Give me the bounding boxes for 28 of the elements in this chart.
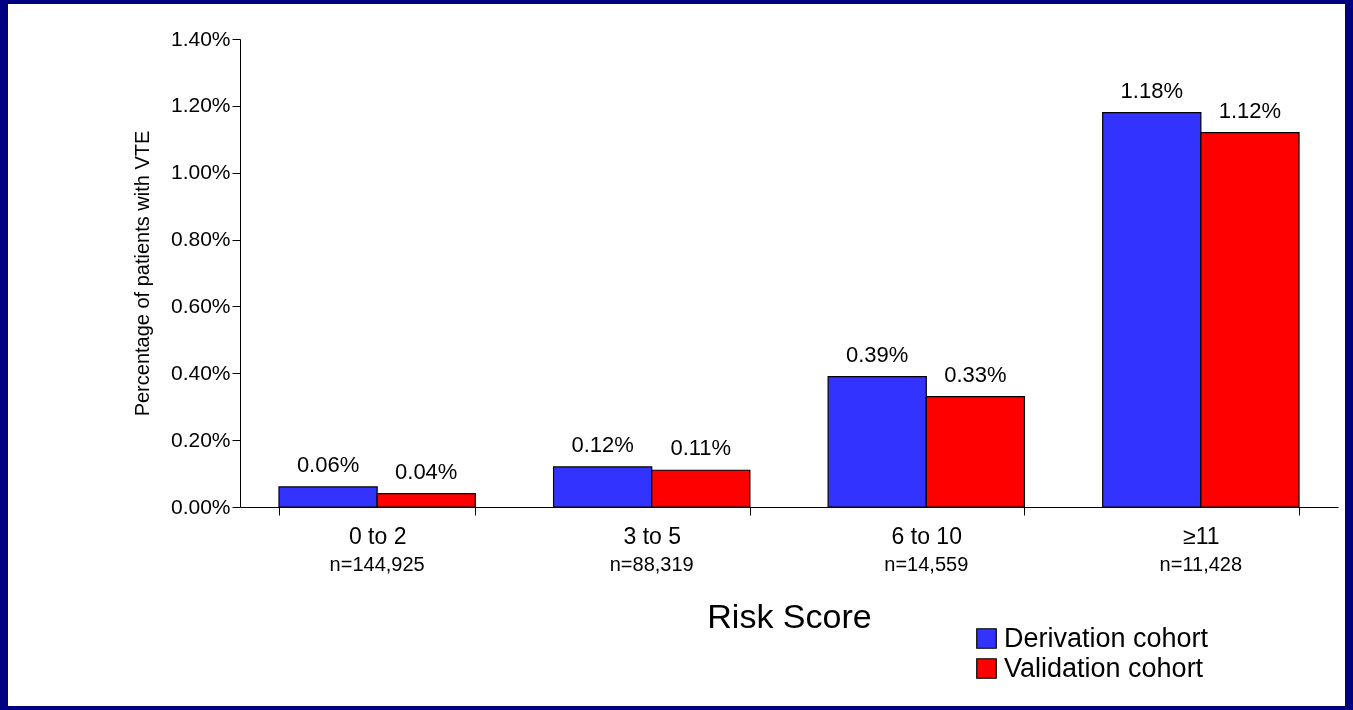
legend-label: Derivation cohort [1004, 622, 1209, 653]
x-axis-title: Risk Score [707, 596, 872, 635]
y-tick-label: 0.40% [170, 360, 231, 384]
text: n=11,428 [1159, 553, 1243, 575]
data-label: 0.12% [571, 431, 634, 457]
data-label: 0.11% [670, 435, 732, 461]
text: n=144,925 [329, 553, 425, 575]
y-tick-label: 0.20% [170, 427, 231, 451]
data-label: 0.39% [846, 341, 909, 367]
y-tick-label: 1.20% [170, 93, 231, 117]
x-tick-label: 0 to 2 [348, 522, 407, 549]
x-tick-label: 6 to 10 [891, 522, 962, 549]
y-tick-label: 1.00% [170, 160, 231, 184]
x-tick-label: 3 to 5 [623, 522, 681, 549]
data-label: 0.33% [944, 361, 1007, 387]
y-axis-title: Percentage of patients with VTE [130, 130, 153, 417]
data-label: 0.04% [395, 458, 458, 484]
text: n=88,319 [609, 553, 694, 575]
text: n=14,559 [884, 553, 969, 575]
data-label: 0.06% [296, 451, 360, 477]
y-tick-label: 0.00% [170, 494, 231, 518]
y-tick-label: 1.40% [170, 26, 231, 50]
y-tick-label: 0.60% [170, 293, 231, 317]
x-tick-label: ≥11 [1183, 522, 1220, 549]
data-label: 1.12% [1218, 97, 1282, 123]
data-label: 1.18% [1120, 77, 1183, 103]
y-tick-label: 0.80% [170, 227, 231, 251]
legend-label: Validation cohort [1004, 652, 1204, 683]
